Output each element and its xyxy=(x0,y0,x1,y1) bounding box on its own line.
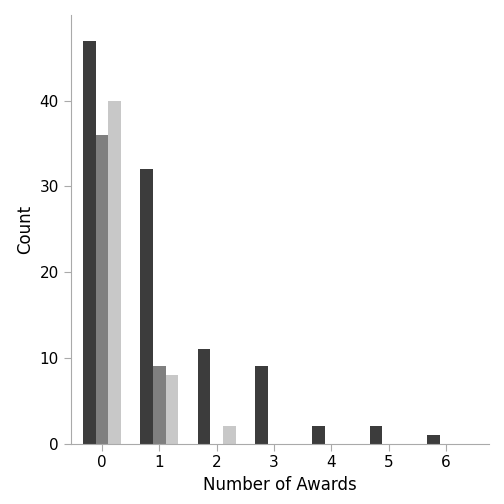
Y-axis label: Count: Count xyxy=(16,205,34,254)
Bar xyxy=(153,366,166,444)
Bar xyxy=(427,435,439,444)
Bar xyxy=(370,426,383,444)
Bar xyxy=(83,41,96,444)
X-axis label: Number of Awards: Number of Awards xyxy=(203,476,357,494)
Bar xyxy=(108,101,121,444)
Bar xyxy=(166,375,178,444)
Bar xyxy=(255,366,268,444)
Bar xyxy=(198,349,210,444)
Bar xyxy=(96,135,108,444)
Bar xyxy=(223,426,235,444)
Bar xyxy=(312,426,325,444)
Bar xyxy=(141,169,153,444)
